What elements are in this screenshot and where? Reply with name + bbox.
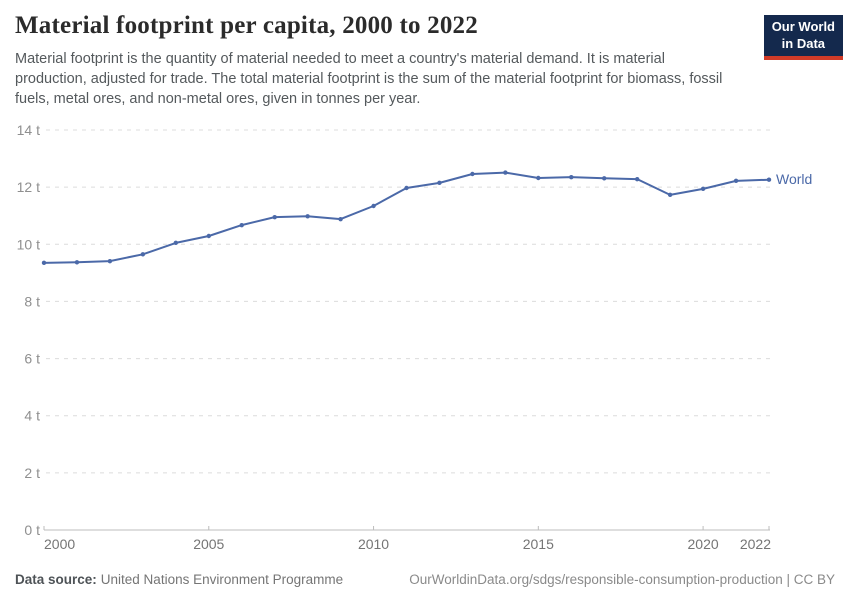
data-point-marker[interactable] [404,185,409,191]
owid-logo: Our World in Data [763,15,843,60]
y-tick-label: 12 t [17,179,40,195]
data-point-marker[interactable] [338,216,343,222]
chart-header: Material footprint per capita, 2000 to 2… [15,12,835,109]
data-point-marker[interactable] [569,174,574,180]
data-point-marker[interactable] [41,260,47,266]
owid-logo-line1: Our World [771,19,835,34]
data-source-label: Data source: [15,572,97,587]
data-point-marker[interactable] [503,170,508,175]
y-tick-label: 14 t [17,122,40,138]
data-point-marker[interactable] [239,222,244,228]
footer-link[interactable]: OurWorldinData.org/sdgs/responsible-cons… [409,572,835,587]
x-tick-label: 2022 [740,536,771,552]
x-tick-label: 2005 [193,536,224,552]
x-tick-label: 2015 [523,536,554,552]
x-tick-label: 2000 [44,536,75,552]
data-point-marker[interactable] [206,233,211,239]
page-title: Material footprint per capita, 2000 to 2… [15,12,478,39]
y-tick-label: 2 t [24,465,40,481]
y-tick-label: 8 t [24,293,40,309]
data-point-marker[interactable] [470,171,475,177]
data-point-marker[interactable] [733,178,739,184]
data-point-marker[interactable] [74,260,80,265]
y-tick-label: 6 t [24,351,40,367]
data-point-marker[interactable] [766,177,772,182]
data-point-marker[interactable] [667,192,673,198]
data-point-marker[interactable] [634,176,640,182]
chart-footer: Data source: United Nations Environment P… [15,572,835,587]
y-tick-label: 0 t [24,522,40,538]
data-point-marker[interactable] [437,180,442,186]
data-source-value: United Nations Environment Programme [100,572,344,587]
data-point-marker[interactable] [173,240,179,246]
data-point-marker[interactable] [140,252,146,257]
series-end-label[interactable]: World [776,171,812,187]
data-point-marker[interactable] [602,176,607,181]
y-tick-label: 4 t [24,408,40,424]
x-tick-label: 2020 [688,536,719,552]
data-source: Data source: United Nations Environment P… [15,572,343,587]
data-point-marker[interactable] [536,175,541,181]
x-tick-label: 2010 [358,536,389,552]
data-point-marker[interactable] [371,203,376,209]
data-point-marker[interactable] [700,186,706,192]
y-tick-label: 10 t [17,236,40,252]
data-point-marker[interactable] [305,214,310,219]
data-point-marker[interactable] [107,258,113,264]
chart-subtitle: Material footprint is the quantity of ma… [15,51,723,107]
data-point-marker[interactable] [272,214,277,220]
owid-logo-line2: in Data [781,35,826,51]
